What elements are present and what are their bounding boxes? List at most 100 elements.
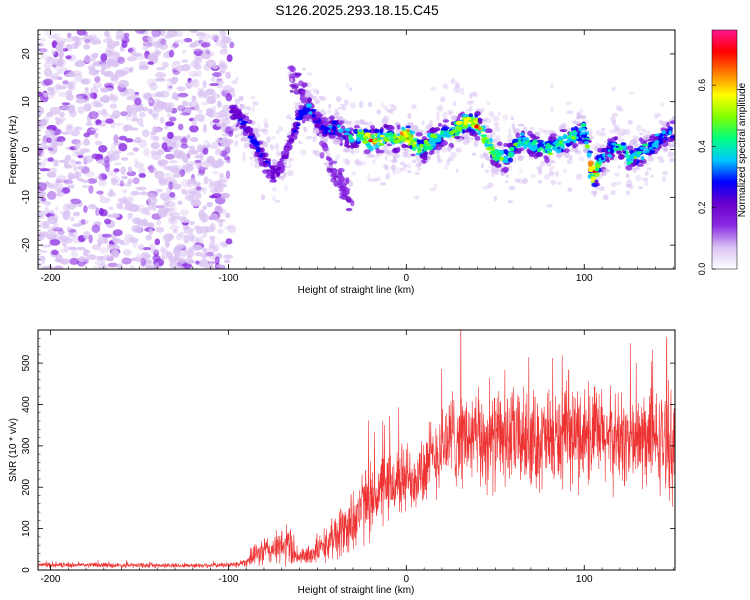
noise-blob <box>74 143 81 151</box>
track-core-blob <box>590 176 596 181</box>
noise-blob <box>54 231 62 240</box>
halo-blob <box>517 179 525 184</box>
halo-blob <box>229 87 236 95</box>
noise-blob <box>57 138 64 147</box>
halo-blob <box>485 125 490 129</box>
halo-blob <box>611 182 617 188</box>
y-tick-label: 20 <box>21 48 32 60</box>
branch-blob <box>294 72 302 76</box>
track-core-blob <box>298 112 303 116</box>
track-blob <box>515 132 520 139</box>
noise-blob <box>121 157 129 161</box>
noise-blob <box>43 94 48 98</box>
noise-blob <box>206 155 215 164</box>
noise-blob <box>198 36 203 43</box>
noise-blob <box>115 30 125 39</box>
noise-blob <box>189 145 196 152</box>
halo-blob <box>647 155 653 162</box>
noise-blob <box>103 160 111 168</box>
halo-blob <box>368 153 376 158</box>
halo-blob <box>345 82 349 89</box>
noise-blob <box>148 164 155 174</box>
noise-blob <box>169 192 176 198</box>
noise-blob <box>161 102 172 110</box>
noise-blob <box>196 70 202 75</box>
halo-blob <box>429 119 433 126</box>
noise-blob <box>145 265 154 269</box>
noise-blob <box>65 93 74 101</box>
noise-blob <box>215 264 224 268</box>
track-core-blob <box>509 146 515 152</box>
halo-blob <box>300 149 307 156</box>
noise-blob <box>86 254 97 260</box>
noise-blob <box>191 78 200 88</box>
noise-blob <box>113 122 124 126</box>
noise-blob <box>112 238 122 244</box>
noise-blob <box>47 167 58 174</box>
halo-blob <box>289 117 295 121</box>
track-core-blob <box>255 142 260 145</box>
noise-blob <box>134 158 139 164</box>
track-core-blob <box>608 154 613 158</box>
track-core-blob <box>632 152 638 157</box>
branch-blob <box>291 85 299 90</box>
halo-blob <box>656 156 664 160</box>
track-blob <box>434 127 441 132</box>
halo-blob <box>658 158 665 164</box>
branch-blob <box>343 189 349 196</box>
noise-blob <box>56 69 61 75</box>
track-blob <box>543 155 549 160</box>
noise-blob <box>65 44 73 50</box>
track-blob <box>535 153 541 157</box>
halo-blob <box>541 129 546 133</box>
track-core-blob <box>281 154 288 159</box>
halo-blob <box>385 149 390 155</box>
noise-blob <box>42 220 50 229</box>
noise-blob <box>71 35 80 42</box>
halo-blob <box>416 155 420 162</box>
halo-blob <box>373 177 378 182</box>
noise-blob <box>218 172 224 178</box>
halo-blob <box>472 94 479 98</box>
halo-blob <box>538 127 543 133</box>
noise-blob <box>168 116 177 122</box>
noise-blob <box>173 183 182 190</box>
noise-blob <box>83 205 88 213</box>
noise-blob <box>138 64 150 71</box>
noise-blob <box>54 37 66 44</box>
track-core-blob <box>344 128 351 132</box>
noise-blob <box>107 262 118 268</box>
branch-blob <box>289 77 294 84</box>
noise-blob <box>101 94 111 104</box>
halo-blob <box>376 176 381 181</box>
track-blob <box>254 124 262 127</box>
track-blob <box>415 132 423 137</box>
noise-blob <box>129 264 135 269</box>
y-tick-label: 300 <box>21 437 32 454</box>
track-blob <box>536 139 544 143</box>
noise-blob <box>125 112 130 121</box>
noise-blob <box>169 212 174 217</box>
track-core-blob <box>343 132 350 136</box>
chart-title: S126.2025.293.18.15.C45 <box>275 2 439 18</box>
track-core-blob <box>430 133 437 139</box>
track-blob <box>301 99 308 104</box>
noise-blob <box>62 203 71 212</box>
halo-blob <box>286 114 292 120</box>
branch-blob <box>330 177 335 183</box>
noise-blob <box>98 145 108 153</box>
track-blob <box>669 120 675 124</box>
halo-blob <box>389 109 394 115</box>
noise-blob <box>101 233 112 238</box>
noise-blob <box>46 183 54 188</box>
noise-blob <box>165 146 174 150</box>
noise-blob <box>186 164 193 169</box>
halo-blob <box>241 156 247 161</box>
halo-blob <box>260 128 267 133</box>
halo-blob <box>528 127 535 131</box>
noise-blob <box>83 55 91 63</box>
noise-blob <box>80 219 86 225</box>
noise-blob <box>38 42 45 47</box>
noise-blob <box>91 224 101 233</box>
track-core-blob <box>615 143 621 147</box>
